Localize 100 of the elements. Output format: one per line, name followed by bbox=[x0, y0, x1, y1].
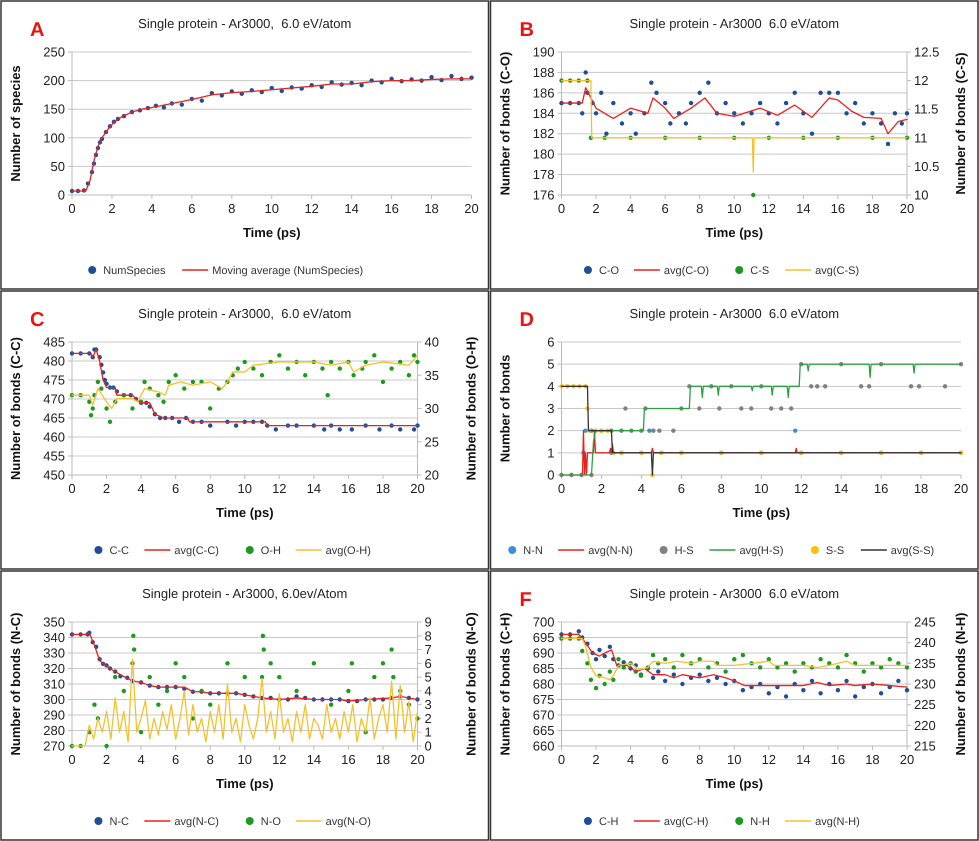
x-axis-title: Time (ps) bbox=[242, 225, 301, 240]
x-tick-label: 0 bbox=[558, 201, 566, 216]
legend-label: avg(C-C) bbox=[174, 545, 219, 557]
x-tick-label: 12 bbox=[272, 752, 287, 767]
x-tick-label: 12 bbox=[762, 201, 776, 216]
legend-label: O-H bbox=[260, 545, 281, 557]
y2-tick-label: 3 bbox=[424, 697, 432, 712]
y-axis-title: Number of bonds bbox=[498, 354, 512, 462]
x-tick-label: 20 bbox=[464, 201, 479, 216]
x-tick-label: 20 bbox=[900, 201, 914, 216]
x-axis-title: Time (ps) bbox=[705, 776, 764, 791]
legend-label: avg(S-S) bbox=[890, 545, 934, 557]
y-axis-title: Number of species bbox=[8, 65, 23, 182]
x-tick-label: 8 bbox=[206, 752, 214, 767]
x-tick-label: 6 bbox=[678, 481, 685, 496]
x-tick-label: 18 bbox=[865, 201, 880, 216]
x-tick-label: 4 bbox=[626, 752, 634, 767]
y-tick-label: 670 bbox=[532, 708, 554, 722]
legend-label: S-S bbox=[826, 545, 844, 557]
legend-label: avg(C-S) bbox=[815, 265, 860, 277]
x-tick-label: 20 bbox=[954, 481, 968, 496]
x-tick-label: 18 bbox=[424, 201, 439, 216]
x-axis-title: Time (ps) bbox=[732, 505, 790, 520]
text: B bbox=[520, 19, 534, 41]
legend-label: avg(N-O) bbox=[326, 816, 371, 828]
chart-title: Single protein - Ar3000, 6.0ev/Atom bbox=[142, 586, 348, 601]
x-tick-label: 10 bbox=[238, 752, 252, 767]
x-tick-label: 0 bbox=[558, 481, 566, 496]
legend-label: C-C bbox=[109, 545, 130, 557]
chart-title: Single protein - Ar3000 6.0 eV/atom bbox=[629, 586, 840, 601]
y2-tick-label: 7 bbox=[424, 642, 432, 658]
x-tick-label: 14 bbox=[306, 481, 322, 496]
y-tick-label: 200 bbox=[43, 73, 65, 88]
legend-label: N-H bbox=[750, 816, 770, 828]
legend-label: NumSpecies bbox=[103, 265, 166, 277]
x-tick-label: 8 bbox=[718, 481, 725, 496]
legend-label: avg(N-N) bbox=[588, 545, 633, 557]
x-tick-label: 18 bbox=[914, 481, 928, 496]
text: A bbox=[30, 19, 44, 41]
x-tick-label: 14 bbox=[796, 752, 811, 767]
y-tick-label: 680 bbox=[532, 676, 554, 692]
legend-label: C-H bbox=[598, 816, 619, 828]
x-tick-label: 2 bbox=[598, 481, 606, 496]
y-tick-label: 0 bbox=[58, 188, 65, 202]
legend-label: avg(C-O) bbox=[664, 265, 710, 277]
x-axis-title: Time (ps) bbox=[705, 225, 764, 240]
x-tick-label: 4 bbox=[137, 481, 145, 496]
y-tick-label: 700 bbox=[532, 614, 554, 630]
y2-tick-label: 9 bbox=[424, 614, 432, 630]
y-tick-label: 460 bbox=[43, 430, 65, 444]
x-tick-label: 2 bbox=[102, 752, 110, 767]
y-tick-label: 685 bbox=[532, 661, 554, 676]
x-tick-label: 2 bbox=[592, 752, 600, 767]
x-tick-label: 14 bbox=[796, 201, 811, 216]
x-tick-label: 6 bbox=[172, 752, 180, 767]
y2-tick-label: 230 bbox=[914, 676, 936, 692]
y-tick-label: 182 bbox=[532, 126, 554, 142]
legend-label: H-S bbox=[674, 545, 694, 557]
y-tick-label: 290 bbox=[43, 708, 65, 722]
x-tick-label: 0 bbox=[558, 752, 566, 767]
x-tick-label: 8 bbox=[696, 752, 704, 767]
y2-tick-label: 10 bbox=[914, 188, 928, 202]
x-tick-label: 12 bbox=[762, 752, 776, 767]
x-tick-label: 4 bbox=[148, 201, 156, 216]
legend-label: N-C bbox=[109, 816, 130, 828]
x-tick-label: 8 bbox=[228, 201, 236, 216]
y2-axis-title: Number of bonds (N-O) bbox=[464, 612, 478, 756]
y-tick-label: 690 bbox=[532, 646, 554, 660]
y-tick-label: 480 bbox=[43, 354, 65, 368]
y-tick-label: 2 bbox=[547, 423, 554, 438]
y-tick-label: 280 bbox=[43, 723, 65, 738]
legend-label: avg(O-H) bbox=[326, 545, 371, 557]
legend-label: Moving average (NumSpecies) bbox=[212, 265, 364, 277]
y-tick-label: 0 bbox=[547, 468, 554, 482]
y-tick-label: 270 bbox=[43, 738, 65, 754]
y-tick-label: 695 bbox=[532, 630, 554, 645]
legend-label: avg(N-H) bbox=[815, 816, 860, 828]
x-tick-label: 14 bbox=[306, 752, 322, 767]
x-tick-label: 12 bbox=[272, 481, 287, 496]
y-axis-title: Number of bonds (N-C) bbox=[8, 612, 23, 756]
y2-tick-label: 35 bbox=[424, 368, 439, 383]
x-tick-label: 18 bbox=[376, 752, 390, 767]
x-tick-label: 4 bbox=[626, 201, 634, 216]
legend-label: avg(N-C) bbox=[174, 816, 219, 828]
y2-tick-label: 12 bbox=[914, 73, 928, 88]
y2-tick-label: 4 bbox=[424, 683, 432, 698]
y2-tick-label: 6 bbox=[424, 656, 432, 671]
y2-tick-label: 225 bbox=[914, 697, 936, 712]
y2-tick-label: 25 bbox=[424, 434, 439, 450]
y-axis-title: Number of bonds (C-H) bbox=[498, 612, 512, 756]
x-tick-label: 14 bbox=[834, 481, 848, 496]
y-tick-label: 310 bbox=[43, 676, 65, 692]
x-tick-label: 18 bbox=[376, 481, 390, 496]
x-tick-label: 20 bbox=[410, 481, 425, 496]
x-tick-label: 20 bbox=[900, 752, 914, 767]
x-tick-label: 10 bbox=[238, 481, 252, 496]
x-tick-label: 6 bbox=[172, 481, 180, 496]
x-tick-label: 10 bbox=[727, 201, 742, 216]
y-tick-label: 190 bbox=[532, 44, 554, 60]
x-tick-label: 8 bbox=[696, 201, 704, 216]
